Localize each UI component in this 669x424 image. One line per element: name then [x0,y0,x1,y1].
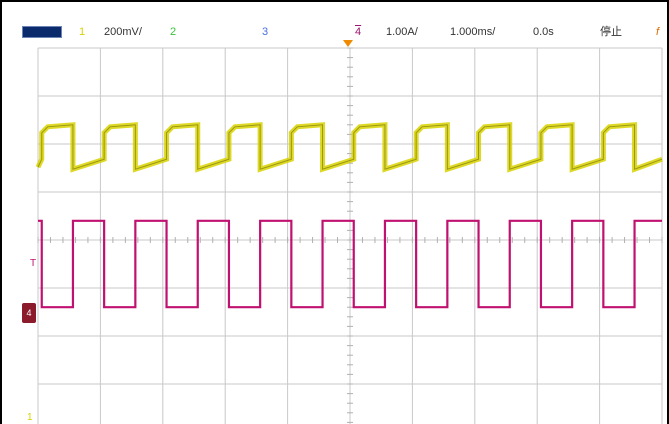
trigger-edge-icon[interactable]: f [656,26,660,38]
ch2-label[interactable]: 2 [170,26,177,38]
trigger-position-marker [343,40,353,47]
ch4-ground-marker[interactable]: 4 [22,303,36,323]
ch4-trace [38,219,662,309]
ch1-label[interactable]: 1 [79,26,86,38]
ch1-trace-noise [37,124,663,170]
ch3-label[interactable]: 3 [262,26,269,38]
status-bar: 1 200mV/ 2 3 4 1.00A/ 1.000ms/ 0.0s 停止 f [0,0,669,40]
status-row: 1 200mV/ 2 3 4 1.00A/ 1.000ms/ 0.0s 停止 f [0,24,669,40]
trigger-level-marker[interactable]: T [30,258,37,269]
run-state[interactable]: 停止 [600,26,622,38]
scope-display[interactable] [0,40,669,424]
timebase[interactable]: 1.000ms/ [450,26,496,38]
ch4-label[interactable]: 4 [355,26,362,38]
ch1-ground-marker[interactable]: 1 [27,412,33,423]
ch4-scale[interactable]: 1.00A/ [386,26,418,38]
delay[interactable]: 0.0s [533,26,554,38]
ch1-scale[interactable]: 200mV/ [104,26,142,38]
brand-logo-icon [22,26,62,38]
